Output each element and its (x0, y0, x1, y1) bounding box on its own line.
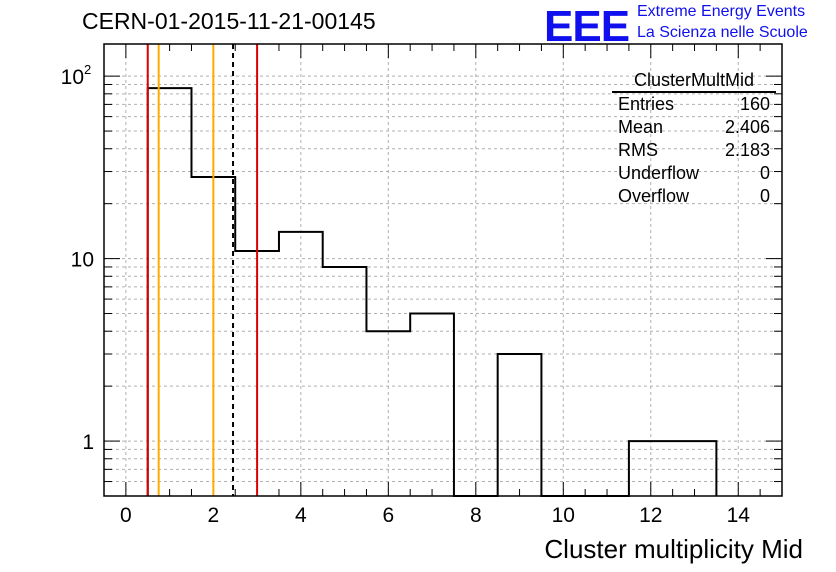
stats-row: Entries 160 (612, 93, 776, 116)
stats-row: Mean 2.406 (612, 116, 776, 139)
histogram-bin (498, 354, 542, 496)
x-tick-label: 14 (727, 504, 751, 527)
histogram-bin (673, 441, 717, 496)
stats-value: 160 (739, 94, 770, 114)
histogram-bin (629, 441, 673, 496)
histogram-bin (410, 314, 454, 496)
logo-line-2: La Scienza nelle Scuole (637, 24, 808, 41)
stats-value: 0 (759, 186, 770, 206)
histogram-bin (366, 331, 410, 496)
eee-logo: EEE (544, 2, 630, 51)
stats-row: Overflow 0 (612, 185, 776, 208)
stats-row: Underflow 0 (612, 162, 776, 185)
plot-frame (103, 43, 783, 497)
stats-label: Mean (618, 117, 664, 137)
x-tick-label: 4 (295, 504, 307, 527)
stats-label: RMS (618, 140, 658, 160)
stats-label: Entries (618, 94, 675, 114)
x-tick-label: 8 (470, 504, 482, 527)
x-tick-label: 6 (382, 504, 394, 527)
stats-label: Overflow (618, 186, 690, 206)
histogram-bin (148, 88, 192, 496)
y-tick-label: 10 (71, 249, 94, 272)
stats-box: ClusterMultMid Entries 160 Mean 2.406 RMS 2.1… (612, 70, 776, 208)
y-tick-label: 1 (82, 431, 94, 454)
stats-title: ClusterMultMid (612, 70, 776, 93)
stats-label: Underflow (618, 163, 700, 183)
histogram-bin (323, 267, 367, 496)
stats-value: 0 (759, 163, 770, 183)
x-axis-title: Cluster multiplicity Mid (544, 534, 803, 564)
histogram-bin (279, 232, 323, 496)
x-tick-label: 0 (120, 504, 132, 527)
logo-line-1: Extreme Energy Events (637, 3, 806, 20)
stats-row: RMS 2.183 (612, 139, 776, 162)
stats-value: 2.406 (724, 117, 770, 137)
y-tick-label-100: 10 (61, 66, 84, 89)
x-tick-label: 2 (208, 504, 220, 527)
x-tick-label: 12 (639, 504, 662, 527)
x-tick-label: 10 (552, 504, 575, 527)
stats-value: 2.183 (724, 140, 770, 160)
chart-title: CERN-01-2015-11-21-00145 (82, 8, 376, 34)
y-tick-label-exponent: 2 (84, 62, 91, 77)
